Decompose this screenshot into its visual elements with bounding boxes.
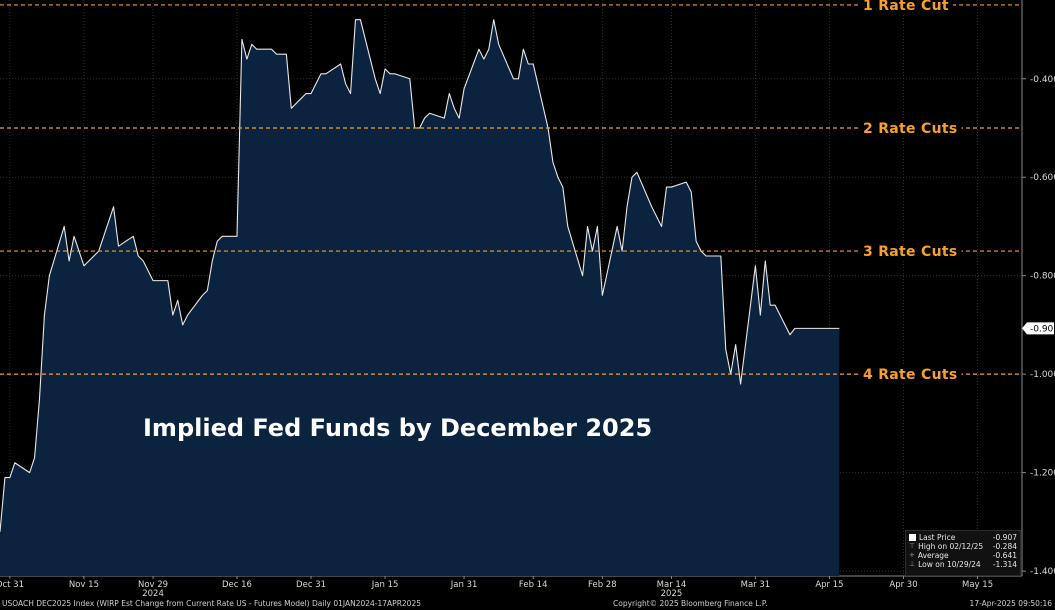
x-tick-label: Mar 31 <box>741 580 771 590</box>
legend-row-high: ⊤ High on 02/12/25 -0.284 <box>909 542 1017 551</box>
y-tick-label: -0.600 <box>1030 173 1055 183</box>
reference-label-background <box>859 0 953 15</box>
legend-row-low: ⊥ Low on 10/29/24 -1.314 <box>909 560 1017 569</box>
x-tick-label: Feb 14 <box>519 580 548 590</box>
x-tick-label: Dec 31 <box>296 580 326 590</box>
footer: USOACH DEC2025 Index (WIRP Est Change fr… <box>0 597 1055 610</box>
x-tick-label: Apr 15 <box>815 580 843 590</box>
legend-average-label: Average <box>917 551 949 560</box>
x-tick-label: Jan 15 <box>371 580 399 590</box>
x-tick-label: Oct 31 <box>0 580 24 590</box>
legend-average-value: -0.641 <box>992 551 1017 560</box>
series-area-fill <box>0 19 840 576</box>
legend-high-value: -0.284 <box>992 542 1017 551</box>
footer-source: USOACH DEC2025 Index (WIRP Est Change fr… <box>2 599 421 608</box>
legend-last-price-value: -0.907 <box>992 533 1017 542</box>
x-tick-label: Dec 16 <box>222 580 252 590</box>
legend: Last Price -0.907 ⊤ High on 02/12/25 -0.2… <box>905 530 1021 576</box>
series-line <box>0 19 840 532</box>
footer-copyright: Copyright© 2025 Bloomberg Finance L.P. <box>613 599 768 608</box>
average-marker-icon: + <box>909 551 915 559</box>
legend-low-value: -1.314 <box>992 560 1017 569</box>
reference-label-background <box>859 366 962 385</box>
y-tick-label: -0.800 <box>1030 272 1055 282</box>
footer-timestamp: 17-Apr-2025 09:50:16 <box>969 599 1052 608</box>
legend-high-label: High on 02/12/25 <box>918 542 984 551</box>
reference-label-background <box>859 243 962 262</box>
x-tick-label: Apr 30 <box>889 580 917 590</box>
reference-label-background <box>859 120 962 138</box>
x-tick-label: Mar 14 <box>657 580 687 590</box>
chart-title: Implied Fed Funds by December 2025 <box>143 414 652 442</box>
reference-lines: 1 Rate Cut 2 Rate Cuts 3 Rate Cuts 4 Rate C… <box>0 0 1022 385</box>
y-tick-label: -1.000 <box>1030 370 1055 380</box>
reference-line-label: 1 Rate Cut <box>863 0 949 14</box>
high-marker-icon: ⊤ <box>909 542 916 550</box>
reference-line-label: 3 Rate Cuts <box>863 244 957 260</box>
x-tick-label: May 15 <box>962 580 993 590</box>
low-marker-icon: ⊥ <box>909 560 916 568</box>
legend-row-average: + Average -0.641 <box>909 551 1017 560</box>
y-tick-label: -1.200 <box>1030 469 1055 479</box>
chart-svg: 1 Rate Cut 2 Rate Cuts 3 Rate Cuts 4 Rate C… <box>0 0 1055 597</box>
last-value-tag: -0.907 <box>1022 322 1055 335</box>
reference-line-label: 4 Rate Cuts <box>863 367 957 383</box>
last-value-tag-background <box>1022 322 1054 335</box>
y-tick-label: -0.400 <box>1030 75 1055 85</box>
x-tick-label: Feb 28 <box>588 580 617 590</box>
x-tick-label: Nov 29 <box>138 580 168 590</box>
x-year-label: 2025 <box>661 589 683 597</box>
legend-swatch <box>909 534 916 541</box>
x-tick-label: Jan 31 <box>450 580 478 590</box>
legend-last-price-label: Last Price <box>919 533 956 542</box>
reference-line-label: 2 Rate Cuts <box>863 121 957 137</box>
x-year-label: 2024 <box>142 589 164 597</box>
last-value-tag-text: -0.907 <box>1030 324 1055 334</box>
x-tick-label: Nov 15 <box>69 580 99 590</box>
legend-low-label: Low on 10/29/24 <box>918 560 981 569</box>
x-axis: Oct 31 Nov 15 Nov 29 Dec 16 Dec 31 Jan 15 Jan … <box>0 576 993 597</box>
legend-row-last-price: Last Price -0.907 <box>909 533 1017 542</box>
y-tick-label: -1.400 <box>1030 567 1055 577</box>
y-axis: -0.400 -0.600 -0.800 -1.000 -1.200 -1.400 <box>1022 75 1055 577</box>
